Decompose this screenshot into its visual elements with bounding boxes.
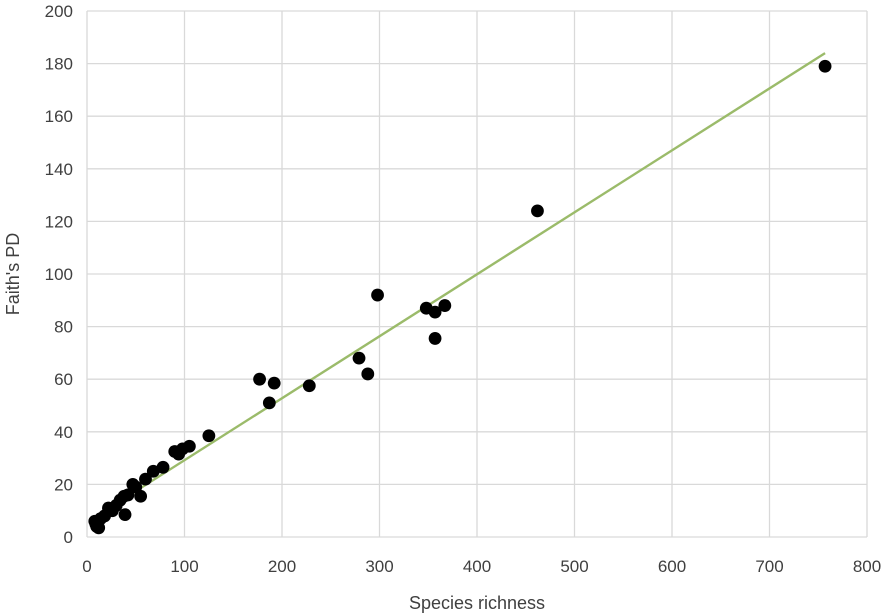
y-tick-label: 40 [54,423,73,442]
data-point [146,464,160,478]
x-tick-label: 0 [82,557,91,576]
linear-trendline [96,52,826,517]
y-tick-label: 120 [45,212,73,231]
x-tick-label: 800 [853,557,881,576]
y-tick-label: 180 [45,55,73,74]
x-tick-label: 600 [658,557,686,576]
data-point [253,372,266,386]
data-point [139,472,152,486]
data-point [428,332,442,345]
y-tick-label: 80 [54,318,73,337]
data-point [428,305,442,319]
data-point [361,367,375,381]
y-tick-label: 0 [64,528,73,547]
horizontal-gridlines [87,10,867,538]
data-point [118,508,132,522]
data-point [818,59,832,73]
y-tick-label: 200 [45,2,73,21]
x-tick-label: 500 [560,557,588,576]
x-tick-label: 100 [170,557,198,576]
y-tick-label: 60 [54,370,73,389]
data-point [352,351,366,365]
data-point [202,429,216,443]
x-tick-label: 200 [268,557,296,576]
y-tick-label: 160 [45,107,73,126]
data-point [156,460,170,474]
data-point [262,396,276,410]
data-point [121,488,135,502]
x-tick-label: 700 [755,557,783,576]
x-axis-tick-labels: 0 100 200 300 400 500 600 700 800 [82,557,881,576]
y-axis-title: Faith's PD [3,233,23,315]
y-tick-label: 140 [45,160,73,179]
data-point [267,376,281,390]
data-point [531,204,544,218]
y-axis-tick-labels: 0 20 40 60 80 100 120 140 160 180 200 [45,2,73,547]
x-axis-title: Species richness [409,593,545,613]
data-point [302,379,316,393]
x-tick-label: 400 [463,557,491,576]
x-tick-label: 300 [365,557,393,576]
data-point [182,439,196,453]
data-points [88,59,832,535]
data-point [134,489,148,503]
y-tick-label: 100 [45,265,73,284]
data-point [438,299,452,312]
data-point [371,288,384,302]
y-tick-label: 20 [54,475,73,494]
